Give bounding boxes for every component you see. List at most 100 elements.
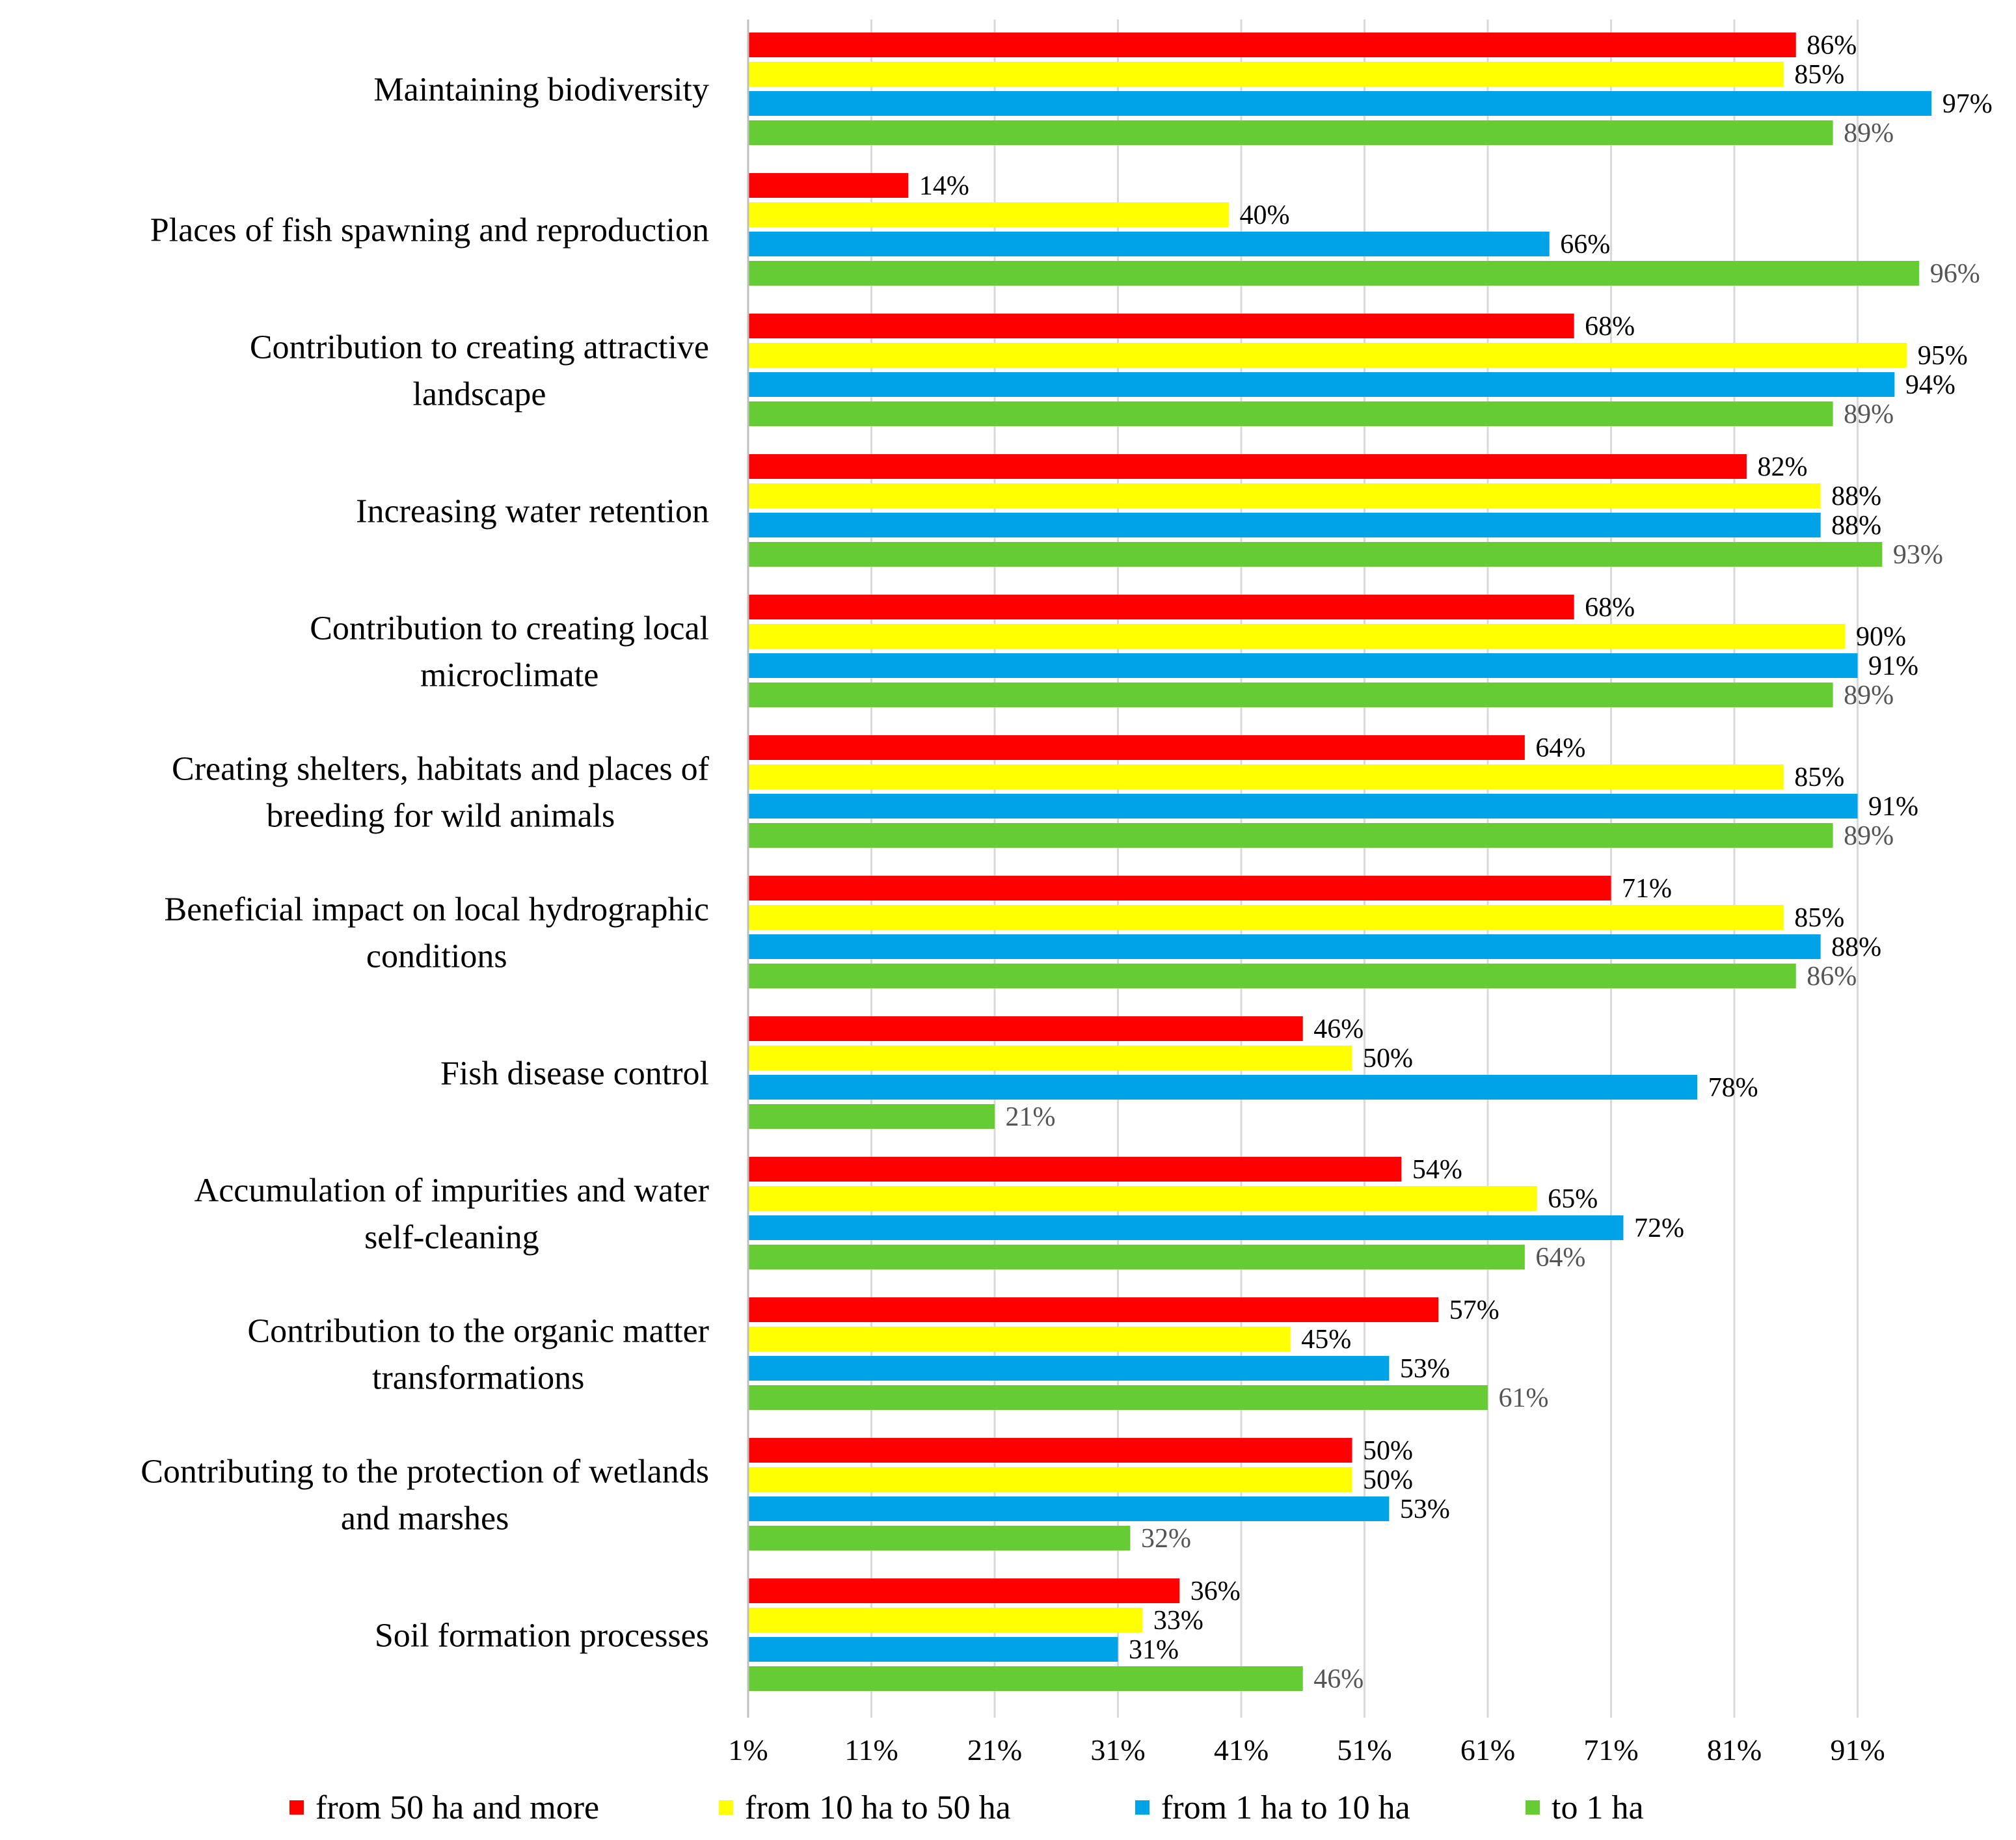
bar [748,1245,1525,1269]
x-tick-label: 71% [1583,1733,1638,1766]
data-label: 36% [1190,1576,1241,1606]
data-label: 32% [1141,1524,1191,1554]
axes: 1% 11% 21% 31% 41% 51% 61% 71% 81% 91% [728,20,1885,1766]
bar [748,261,1920,286]
bar [748,905,1784,930]
data-label: 21% [1006,1102,1056,1132]
legend-swatch [289,1800,304,1815]
legend-label: to 1 ha [1552,1789,1644,1826]
data-label: 50% [1363,1044,1413,1074]
data-label: 72% [1634,1213,1684,1243]
legend-label: from 10 ha to 50 ha [745,1789,1011,1826]
data-label: 85% [1794,903,1844,933]
bar [748,513,1821,537]
data-label: 46% [1313,1014,1364,1044]
bar [748,1385,1488,1410]
bar [748,1186,1537,1211]
data-label: 46% [1313,1664,1364,1694]
data-label: 40% [1240,200,1290,230]
data-label: 88% [1831,932,1881,962]
x-tick-label: 91% [1830,1733,1885,1766]
bar [748,1297,1439,1322]
bar [748,1608,1143,1632]
data-label: 86% [1807,962,1857,992]
bar [748,401,1833,426]
legend-swatch [719,1800,733,1815]
data-label: 86% [1807,31,1857,61]
x-tick-label: 11% [844,1733,898,1766]
data-label: 33% [1153,1606,1203,1636]
bar [748,876,1611,900]
x-tick-label: 61% [1460,1733,1515,1766]
data-label: 64% [1535,733,1585,763]
bar [748,1637,1118,1662]
bar [748,1327,1291,1351]
category-label: Contribution to creating local [310,610,709,647]
data-label: 95% [1918,341,1968,371]
x-tick-label: 21% [967,1733,1022,1766]
bar [748,314,1574,338]
bar [748,595,1574,619]
category-label: Contributing to the protection of wetlan… [141,1454,709,1491]
x-tick-label: 81% [1707,1733,1762,1766]
category-label: microclimate [420,657,598,694]
bar [748,120,1833,145]
data-label: 64% [1535,1243,1585,1273]
bar [748,1526,1131,1550]
data-label: 97% [1942,89,1993,119]
category-label: conditions [366,938,507,975]
legend-swatch [1525,1800,1540,1815]
bar [748,33,1796,57]
x-tick-label: 31% [1090,1733,1145,1766]
bar [748,823,1833,848]
data-label: 88% [1831,511,1881,541]
data-label: 89% [1844,681,1894,710]
bar [748,542,1883,567]
bar [748,653,1858,678]
bar [748,1496,1390,1521]
data-label: 68% [1585,593,1635,623]
category-label: Soil formation processes [375,1617,709,1655]
bar [748,1215,1624,1240]
bar [748,794,1858,819]
data-label: 53% [1400,1354,1450,1384]
data-label: 53% [1400,1495,1450,1524]
bar [748,1467,1352,1492]
data-label: 91% [1868,792,1918,822]
bar [748,934,1821,959]
bar [748,1578,1180,1603]
labels: 86%85%97%89%Maintaining biodiversity14%4… [141,31,1992,1694]
bar [748,1046,1352,1070]
category-label: self-cleaning [364,1219,539,1256]
data-label: 89% [1844,399,1894,429]
data-label: 54% [1412,1155,1462,1185]
data-label: 14% [919,171,969,201]
bar [748,683,1833,707]
bar [748,1104,995,1129]
data-label: 68% [1585,312,1635,342]
data-label: 45% [1301,1325,1351,1355]
bar [748,764,1784,789]
category-label: Places of fish spawning and reproduction [150,212,709,249]
x-tick-label: 1% [728,1733,768,1766]
data-label: 85% [1794,763,1844,792]
bar [748,372,1895,397]
legend: from 50 ha and more from 10 ha to 50 ha fr… [289,1789,1644,1826]
bar [748,1356,1390,1381]
bar [748,735,1525,760]
category-label: landscape [412,376,546,413]
category-label: breeding for wild animals [266,798,615,835]
bar [748,1666,1303,1691]
data-label: 85% [1794,60,1844,90]
data-label: 91% [1868,651,1918,681]
bar [748,173,909,198]
category-label: Maintaining biodiversity [373,72,709,109]
data-label: 96% [1930,259,1980,289]
data-label: 71% [1622,874,1672,904]
legend-swatch [1135,1800,1149,1815]
category-label: transformations [372,1360,584,1397]
bar [748,91,1932,116]
data-label: 89% [1844,821,1894,851]
data-label: 89% [1844,118,1894,148]
